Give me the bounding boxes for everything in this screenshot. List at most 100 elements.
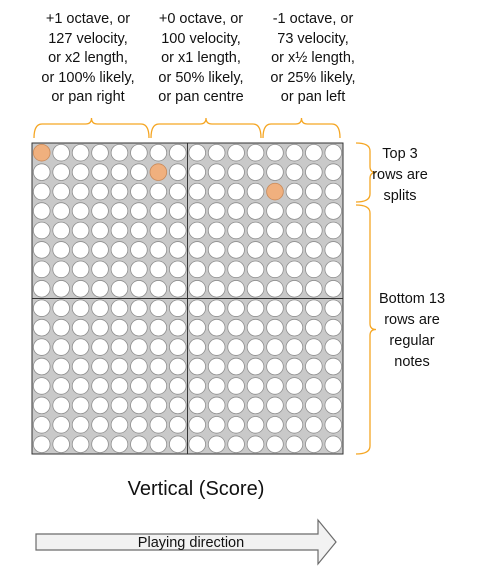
grid-cell xyxy=(324,377,343,395)
grid-cell xyxy=(52,318,70,337)
grid-cell xyxy=(324,221,343,240)
grid-cell xyxy=(246,260,265,279)
grid-cell xyxy=(130,241,148,259)
grid-cell xyxy=(71,241,90,259)
grid-cell xyxy=(149,338,168,356)
grid-cell xyxy=(266,280,284,298)
grid-cell xyxy=(130,143,148,162)
grid-cell xyxy=(71,396,90,415)
grid-cell xyxy=(52,260,70,279)
grid-cell xyxy=(91,143,109,162)
grid-cell xyxy=(227,435,245,454)
grid-cell xyxy=(169,143,187,162)
grid-cell xyxy=(149,357,168,376)
grid-cell xyxy=(305,143,323,162)
grid-cell xyxy=(305,280,323,298)
grid-cell xyxy=(130,318,148,337)
grid-cell xyxy=(149,182,168,201)
grid-cell xyxy=(52,338,70,356)
grid-cell xyxy=(52,280,70,298)
grid-cell xyxy=(110,143,129,162)
grid-cell xyxy=(207,280,226,298)
grid-cell xyxy=(246,435,265,454)
grid-cell xyxy=(266,202,284,220)
grid-cell xyxy=(91,202,109,220)
grid-cell xyxy=(52,143,70,162)
grid-cell xyxy=(305,241,323,259)
grid-cell xyxy=(324,338,343,356)
grid-cell xyxy=(91,318,109,337)
grid-cell xyxy=(130,416,148,434)
grid-cell xyxy=(52,221,70,240)
braces-group xyxy=(33,117,377,455)
grid-cell xyxy=(188,182,206,201)
grid-cell xyxy=(285,299,304,317)
grid-cell xyxy=(149,435,168,454)
grid-cell xyxy=(110,241,129,259)
grid-cell xyxy=(188,338,206,356)
grid-cell xyxy=(246,416,265,434)
grid-cell xyxy=(71,143,90,162)
grid-cell xyxy=(130,202,148,220)
grid-cell xyxy=(207,435,226,454)
grid-cell xyxy=(169,357,187,376)
grid-cell xyxy=(91,260,109,279)
grid-cell xyxy=(110,221,129,240)
grid-cell xyxy=(227,377,245,395)
grid-cell xyxy=(207,241,226,259)
grid-cell xyxy=(246,202,265,220)
grid-cell xyxy=(169,280,187,298)
grid-cell xyxy=(110,318,129,337)
grid-cell xyxy=(285,280,304,298)
grid-cell xyxy=(169,260,187,279)
grid-cell xyxy=(285,221,304,240)
grid-cell xyxy=(246,163,265,181)
grid-cell xyxy=(169,299,187,317)
grid-cell xyxy=(246,357,265,376)
grid-border xyxy=(31,142,344,455)
grid-cell xyxy=(130,377,148,395)
grid-cell xyxy=(71,163,90,181)
grid-cell xyxy=(71,182,90,201)
grid-cells xyxy=(32,143,343,454)
grid-cell xyxy=(246,143,265,162)
grid-cell xyxy=(110,435,129,454)
grid-cell xyxy=(71,280,90,298)
grid-cell xyxy=(71,202,90,220)
grid-cell xyxy=(266,357,284,376)
grid-cell xyxy=(207,357,226,376)
grid-cell xyxy=(32,357,51,376)
grid-cell xyxy=(32,318,51,337)
grid-cell xyxy=(71,299,90,317)
grid-cell xyxy=(324,163,343,181)
grid-cell xyxy=(266,163,284,181)
grid-cell xyxy=(149,241,168,259)
grid-cell xyxy=(305,435,323,454)
grid-cell xyxy=(324,416,343,434)
grid-cell xyxy=(285,143,304,162)
grid-cell xyxy=(227,396,245,415)
grid-cell xyxy=(188,143,206,162)
grid-cell xyxy=(305,338,323,356)
grid-cell xyxy=(52,377,70,395)
grid-cell xyxy=(227,338,245,356)
grid-cell xyxy=(130,396,148,415)
grid-cell xyxy=(324,143,343,162)
grid-cell xyxy=(188,221,206,240)
grid-cell xyxy=(227,163,245,181)
grid-cell xyxy=(149,377,168,395)
grid-cell xyxy=(246,221,265,240)
grid-cell xyxy=(169,182,187,201)
grid-cell xyxy=(32,435,51,454)
grid-cell xyxy=(285,318,304,337)
grid-cell xyxy=(207,163,226,181)
grid-cell xyxy=(91,377,109,395)
column-label-plus-one: +1 octave, or 127 velocity, or x2 length… xyxy=(41,11,135,105)
grid-cell xyxy=(305,299,323,317)
grid-cell xyxy=(110,396,129,415)
playing-direction-label: Playing direction xyxy=(137,535,245,551)
grid-cell xyxy=(169,318,187,337)
grid-cell xyxy=(52,241,70,259)
grid-cell xyxy=(246,338,265,356)
grid-cell xyxy=(149,318,168,337)
